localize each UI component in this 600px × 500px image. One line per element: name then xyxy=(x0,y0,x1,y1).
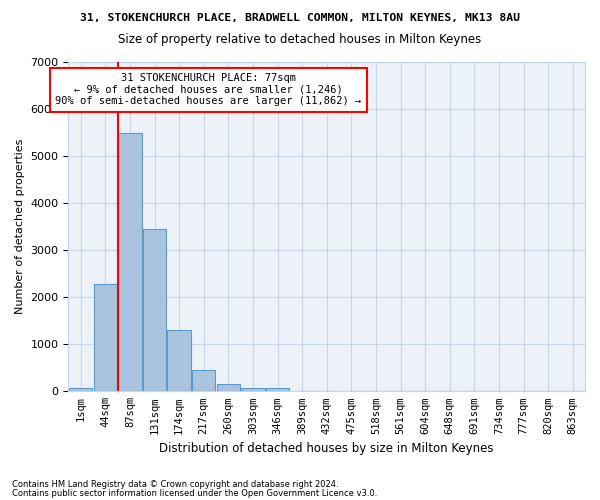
Text: Size of property relative to detached houses in Milton Keynes: Size of property relative to detached ho… xyxy=(118,32,482,46)
Text: Contains public sector information licensed under the Open Government Licence v3: Contains public sector information licen… xyxy=(12,489,377,498)
Bar xyxy=(167,330,191,392)
Bar xyxy=(266,388,289,392)
Bar xyxy=(217,384,240,392)
Bar xyxy=(94,284,117,392)
Bar xyxy=(69,388,92,392)
Text: 31, STOKENCHURCH PLACE, BRADWELL COMMON, MILTON KEYNES, MK13 8AU: 31, STOKENCHURCH PLACE, BRADWELL COMMON,… xyxy=(80,12,520,22)
Text: 31 STOKENCHURCH PLACE: 77sqm
← 9% of detached houses are smaller (1,246)
90% of : 31 STOKENCHURCH PLACE: 77sqm ← 9% of det… xyxy=(55,74,362,106)
Text: Contains HM Land Registry data © Crown copyright and database right 2024.: Contains HM Land Registry data © Crown c… xyxy=(12,480,338,489)
Bar xyxy=(118,133,142,392)
Y-axis label: Number of detached properties: Number of detached properties xyxy=(15,138,25,314)
Bar xyxy=(143,229,166,392)
X-axis label: Distribution of detached houses by size in Milton Keynes: Distribution of detached houses by size … xyxy=(160,442,494,455)
Bar xyxy=(192,370,215,392)
Bar xyxy=(241,388,265,392)
